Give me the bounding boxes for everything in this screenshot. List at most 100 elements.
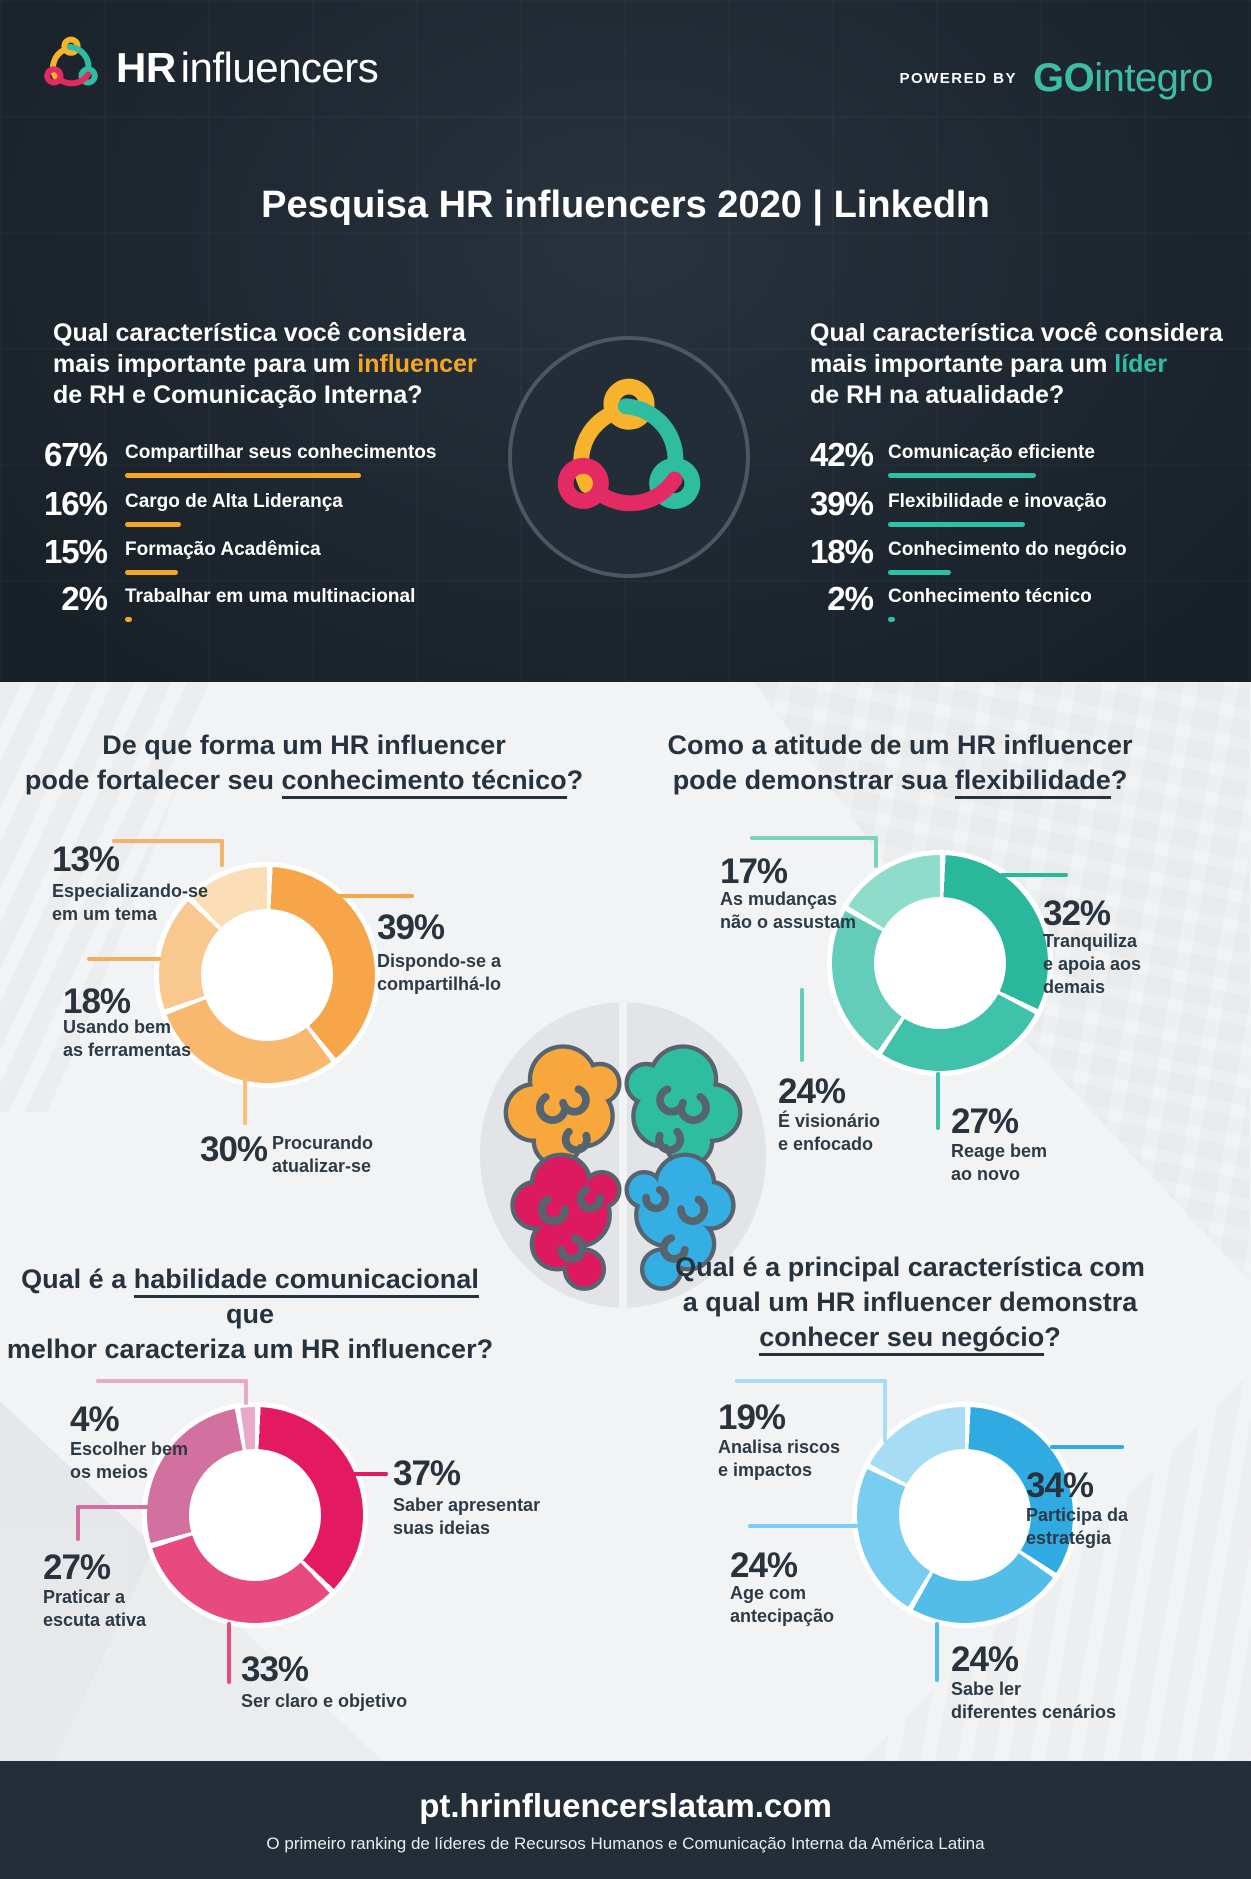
question-habilidade-comunicacional: Qual é a habilidade comunicacional que m… (0, 1262, 500, 1367)
question-text: ? (566, 765, 584, 795)
question-line: pode demonstrar sua flexibilidade? (610, 763, 1190, 799)
donut-hole (201, 909, 333, 1041)
stat-label: Cargo de Alta Liderança (125, 491, 343, 512)
segment-pct: 33% (241, 1650, 309, 1689)
stat-label: Comunicação eficiente (888, 442, 1095, 463)
stat-row: 42% Comunicação eficiente (780, 436, 1240, 484)
brain-illustration (479, 1002, 767, 1308)
leader-line (750, 836, 878, 840)
segment-label: Dispondo-se a compartilhá-lo (377, 950, 501, 996)
segment-label: Usando bem as ferramentas (63, 1016, 191, 1062)
charts-section: De que forma um HR influencer pode forta… (0, 682, 1251, 1761)
segment-pct: 32% (1043, 894, 1111, 933)
segment-label-line: Age com (730, 1583, 807, 1603)
donut-hole (874, 897, 1006, 1029)
stat-label: Flexibilidade e inovação (888, 491, 1107, 512)
segment-pct: 27% (43, 1548, 111, 1587)
segment-label-line: Analisa riscos (718, 1437, 841, 1457)
leader-line (1050, 1445, 1124, 1449)
stat-row: 39% Flexibilidade e inovação (780, 485, 1240, 533)
segment-pct: 24% (730, 1546, 798, 1585)
leader-line (243, 1079, 247, 1125)
segment-pct: 17% (720, 852, 788, 891)
question-influencer-highlight: influencer (357, 350, 477, 378)
leader-line (883, 1379, 887, 1443)
donut-chart-conhecimento-tecnico (159, 867, 375, 1083)
segment-label-line: e enfocado (778, 1134, 874, 1154)
segment-pct: 4% (70, 1400, 120, 1439)
stat-list-leader: 42% Comunicação eficiente 39% Flexibilid… (780, 436, 1240, 646)
question-line: melhor caracteriza um HR influencer? (6, 1334, 494, 1364)
question-influencer-line2-pre: mais importante para um (53, 350, 358, 378)
stat-underline-bar (125, 522, 181, 527)
question-underlined-text: conhecer seu negócio (759, 1322, 1045, 1356)
leader-line (735, 1379, 887, 1383)
segment-label-line: Dispondo-se a (377, 951, 502, 971)
donut-chart-habilidade-comunicacional (147, 1407, 363, 1623)
stat-label: Conhecimento técnico (888, 586, 1092, 607)
segment-label-line: Usando bem (63, 1017, 172, 1037)
segment-label: Procurando atualizar-se (272, 1132, 373, 1178)
gointegro-go: GO (1032, 56, 1095, 100)
leader-line (220, 839, 224, 867)
question-line: De que forma um HR influencer (102, 730, 506, 760)
leader-line (936, 1072, 940, 1130)
stat-label: Compartilhar seus conhecimentos (125, 442, 437, 463)
segment-pct: 37% (393, 1454, 461, 1493)
leader-line (336, 894, 414, 898)
stat-row: 2% Conhecimento técnico (780, 580, 1240, 628)
stat-pct: 18% (809, 533, 874, 570)
segment-label: As mudanças não o assustam (720, 888, 856, 934)
segment-label: Sabe ler diferentes cenários (951, 1678, 1116, 1724)
powered-by-label: POWERED BY (899, 70, 1017, 87)
stat-pct: 39% (809, 485, 874, 522)
segment-label-line: Especializando-se (52, 881, 209, 901)
segment-pct: 39% (377, 908, 445, 947)
question-leader: Qual característica você considera mais … (810, 318, 1240, 411)
segment-label-line: e apoia aos (1043, 954, 1142, 974)
segment-label: Age com antecipação (730, 1582, 834, 1628)
question-line: Como a atitude de um HR influencer (667, 730, 1133, 760)
stat-pct: 2% (61, 580, 108, 617)
segment-label: Especializando-se em um tema (52, 880, 208, 926)
segment-label-line: ao novo (951, 1164, 1021, 1184)
segment-label-line: compartilhá-lo (377, 974, 502, 994)
question-text: ? (1110, 765, 1128, 795)
footer-tagline: O primeiro ranking de líderes de Recurso… (266, 1834, 985, 1853)
leader-line (227, 1622, 231, 1684)
question-line: a qual um HR influencer demonstra (682, 1287, 1138, 1317)
stat-row: 67% Compartilhar seus conhecimentos (38, 436, 598, 484)
stat-label: Conhecimento do negócio (888, 539, 1127, 560)
segment-label: É visionário e enfocado (778, 1110, 880, 1156)
gointegro-logo: GOintegro (1032, 56, 1214, 101)
brand-wordmark: HR influencers (116, 44, 379, 92)
question-text: pode fortalecer seu (24, 765, 282, 795)
question-conhecimento-tecnico: De que forma um HR influencer pode forta… (24, 728, 584, 799)
question-line: conhecer seu negócio? (620, 1320, 1200, 1356)
segment-label-line: As mudanças (720, 889, 838, 909)
question-line: Qual é a habilidade comunicacional que (0, 1262, 500, 1332)
question-influencer-line3: de RH e Comunicação Interna? (53, 381, 423, 409)
segment-label-line: É visionário (778, 1111, 881, 1131)
stat-pct: 16% (43, 485, 108, 522)
segment-label-line: diferentes cenários (951, 1702, 1117, 1722)
stat-underline-bar (888, 617, 895, 622)
question-conhecer-seu-negocio: Qual é a principal característica com a … (620, 1250, 1200, 1356)
leader-line (76, 1505, 80, 1541)
stat-row: 2% Trabalhar em uma multinacional (38, 580, 598, 628)
header-section: HR influencers POWERED BY GOintegro Pesqu… (0, 0, 1251, 682)
brand-influencers: influencers (180, 44, 379, 91)
segment-label-line: estratégia (1026, 1528, 1112, 1548)
segment-label-line: Participa da (1026, 1505, 1129, 1525)
donut-hole (899, 1449, 1031, 1581)
question-leader-line2-pre: mais importante para um (810, 350, 1115, 378)
question-leader-line3: de RH na atualidade? (810, 381, 1065, 409)
question-leader-line1: Qual característica você considera (810, 319, 1223, 347)
question-text: ? (1044, 1322, 1061, 1352)
stat-underline-bar (888, 570, 951, 575)
segment-label-line: Escolher bem (70, 1439, 189, 1459)
leader-line (1000, 873, 1068, 877)
stat-list-influencer: 67% Compartilhar seus conhecimentos 16% … (38, 436, 598, 646)
question-line: pode fortalecer seu conhecimento técnico… (24, 763, 584, 799)
